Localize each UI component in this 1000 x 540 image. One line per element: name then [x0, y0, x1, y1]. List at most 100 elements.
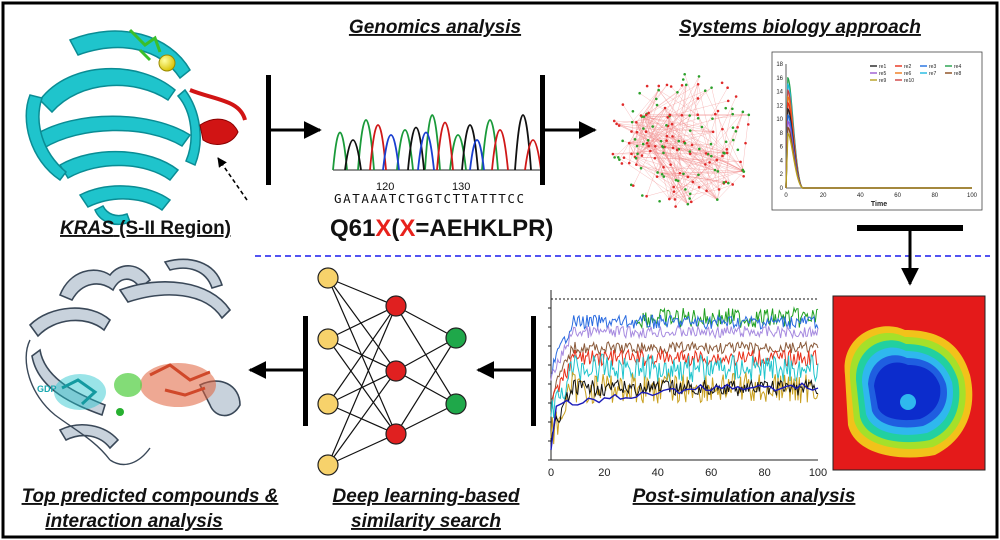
network-node: [672, 190, 676, 193]
network-edge: [672, 147, 718, 200]
network-edge: [705, 139, 734, 165]
network-node: [746, 123, 750, 126]
network-edge: [656, 152, 728, 177]
network-node: [721, 154, 724, 158]
network-edge: [629, 142, 744, 172]
network-node: [672, 185, 676, 189]
network-node: [630, 152, 633, 156]
mutation-label: Q61X(X=AEHKLPR): [330, 215, 553, 242]
network-edge: [612, 153, 688, 205]
network-node: [621, 139, 624, 143]
nn-connection: [327, 277, 397, 372]
network-node: [671, 135, 674, 138]
chromatogram-position-120: 120: [376, 181, 394, 193]
network-edge: [636, 122, 688, 205]
network-node: [627, 161, 631, 165]
network-edge: [675, 162, 710, 207]
ode-y-tick-label: 18: [776, 62, 783, 68]
network-node: [716, 170, 720, 173]
network-node: [644, 130, 648, 134]
network-node: [696, 97, 700, 100]
network-node: [711, 130, 715, 134]
ode-y-tick-label: 6: [780, 145, 784, 151]
network-node: [700, 125, 704, 129]
network-node: [645, 194, 648, 198]
network-edge: [717, 108, 733, 172]
network-edge: [629, 90, 659, 164]
network-edge: [717, 111, 744, 172]
network-node: [726, 86, 729, 90]
network-node: [648, 149, 652, 153]
network-edge: [646, 170, 743, 197]
network-node: [696, 82, 700, 86]
network-node: [688, 150, 692, 153]
ode-x-tick-label: 80: [931, 193, 938, 199]
network-node: [657, 88, 660, 92]
ode-x-tick-label: 0: [784, 193, 788, 199]
network-node: [689, 200, 693, 204]
network-edge: [718, 184, 733, 190]
network-node: [641, 194, 644, 197]
ode-simulation-chart: 0 20 40 60 80 100 0 2 4 6 8 10 12 14 16 18 Time re1 re2 re3…: [771, 51, 983, 211]
network-node: [613, 156, 616, 159]
network-node: [691, 180, 695, 184]
network-edge: [616, 123, 714, 133]
network-node: [683, 72, 686, 76]
network-node: [647, 111, 650, 115]
deep-learning-label-line2: similarity search: [351, 511, 501, 532]
ode-y-tick-label: 16: [776, 76, 783, 82]
nn-node: [317, 393, 339, 415]
network-edge: [636, 116, 643, 165]
network-edge: [726, 152, 729, 184]
network-edge: [726, 111, 744, 154]
network-node: [665, 134, 669, 138]
network-node: [647, 144, 650, 148]
traj-x-tick-label: 40: [652, 467, 664, 479]
neural-network-diagram: [317, 267, 467, 476]
network-node: [686, 175, 690, 179]
network-node: [736, 125, 739, 129]
network-node: [669, 85, 673, 88]
network-node: [704, 152, 708, 155]
network-node: [710, 86, 713, 89]
network-edge: [648, 115, 670, 147]
nn-node: [385, 360, 407, 382]
nn-connection: [327, 305, 397, 405]
ode-legend-label: re6: [904, 71, 911, 77]
traj-series-line: [550, 382, 819, 451]
network-node: [731, 107, 734, 111]
ode-x-tick-label: 100: [967, 193, 978, 199]
network-edge: [647, 140, 690, 199]
network-node: [715, 158, 719, 162]
traj-series-line: [550, 324, 819, 381]
network-edge: [657, 171, 744, 177]
nn-node: [317, 267, 339, 289]
network-node: [674, 205, 677, 208]
network-node: [713, 168, 717, 172]
network-edge: [709, 162, 744, 177]
network-node: [688, 152, 692, 155]
network-node: [662, 151, 665, 155]
network-node: [662, 165, 665, 169]
mutation-paren: (: [391, 215, 399, 242]
network-node: [658, 199, 661, 203]
network-edge: [701, 126, 743, 171]
network-edge: [641, 116, 728, 154]
network-edge: [648, 145, 688, 205]
network-node: [636, 152, 639, 156]
network-node: [660, 172, 664, 176]
network-node: [684, 188, 687, 191]
network-node: [635, 130, 639, 134]
arrow-trajectory-to-network: [476, 316, 536, 426]
network-node: [630, 130, 633, 133]
network-node: [655, 175, 659, 178]
network-node: [677, 139, 681, 143]
network-node: [666, 116, 669, 119]
network-node: [686, 202, 690, 206]
traj-series-line: [550, 348, 819, 414]
network-node: [727, 181, 730, 185]
network-node: [739, 160, 742, 164]
nn-node: [385, 295, 407, 317]
mutation-x-second: X: [399, 215, 415, 242]
